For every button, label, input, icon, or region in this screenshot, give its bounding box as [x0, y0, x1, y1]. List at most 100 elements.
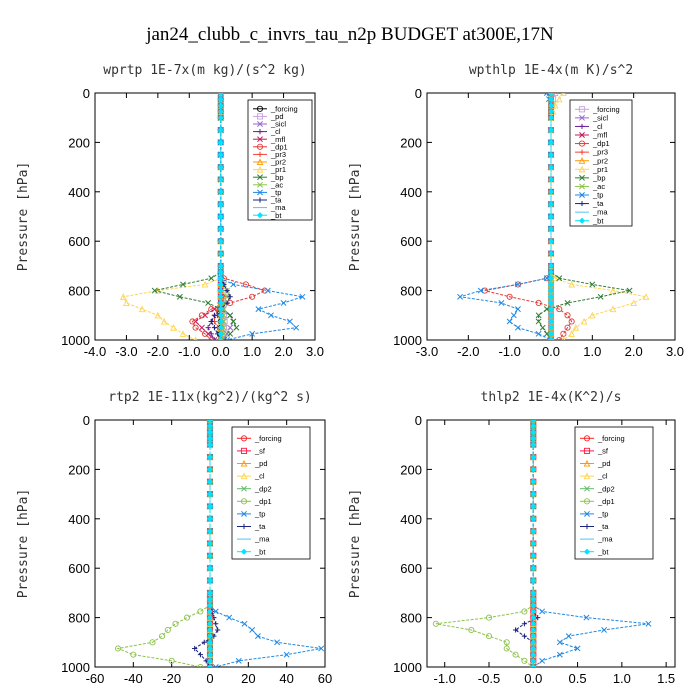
- x-tick-label: -2.0: [147, 344, 169, 359]
- data-point-mfl: [211, 337, 218, 340]
- legend-entry-tp: _tp: [592, 191, 603, 200]
- legend-marker: [584, 510, 590, 517]
- y-axis-label: Pressure [hPa]: [16, 489, 31, 599]
- data-point-bp: [176, 293, 183, 300]
- data-point-bt: [530, 577, 537, 584]
- legend-entry-bp: _bp: [270, 173, 284, 182]
- data-point-bt: [547, 164, 555, 171]
- data-point-tp: [548, 337, 554, 340]
- data-point-tp: [241, 620, 248, 627]
- data-point-bt: [547, 318, 555, 325]
- data-point-bt: [547, 287, 555, 294]
- x-tick-label: 3.0: [306, 344, 324, 359]
- x-tick-label: 60: [318, 671, 332, 686]
- data-point-bt: [547, 275, 555, 282]
- data-point-dp1: [512, 651, 519, 658]
- data-point-pr1: [560, 93, 567, 97]
- data-point-bt: [530, 466, 537, 473]
- legend-entry-ac: _ac: [592, 182, 605, 191]
- legend-marker: [257, 121, 263, 127]
- data-point-dp1: [564, 324, 571, 331]
- data-point-tp: [283, 651, 290, 658]
- legend-marker: [578, 217, 586, 224]
- data-point-bt: [547, 299, 555, 306]
- data-point-tp: [556, 639, 563, 646]
- data-point-dp1: [159, 633, 166, 640]
- data-point-bt: [530, 614, 537, 621]
- data-point-bt: [206, 435, 214, 442]
- data-point-bp: [233, 324, 240, 331]
- legend-marker: [579, 123, 585, 130]
- x-tick-label: 0: [206, 671, 213, 686]
- legend-marker: [257, 129, 263, 135]
- data-point-bt: [547, 293, 555, 300]
- data-point-bt: [206, 515, 214, 522]
- y-tick-label: 200: [400, 462, 422, 477]
- data-point-bt: [206, 552, 214, 559]
- legend-entry-ac: _ac: [270, 180, 283, 189]
- legend-marker: [241, 510, 247, 517]
- data-point-bt: [547, 188, 555, 195]
- data-point-tp: [645, 620, 652, 627]
- data-point-pr1: [170, 324, 177, 331]
- y-axis-label: Pressure [hPa]: [16, 162, 31, 272]
- data-point-bt: [547, 225, 555, 232]
- data-point-mfl: [202, 312, 208, 319]
- legend-marker: [583, 498, 591, 505]
- x-tick-label: -60: [86, 671, 105, 686]
- legend-marker: [240, 548, 248, 555]
- data-point-tp: [543, 275, 550, 282]
- legend: _forcing _sf _pd _cl _dp2 _dp1 _tp _ta _ma _bt: [231, 426, 311, 560]
- legend-entry-dp1: _dp1: [270, 142, 288, 151]
- data-point-bt: [217, 188, 224, 195]
- data-point-pr1: [201, 280, 209, 288]
- legend-entry-bt: _bt: [597, 547, 609, 556]
- data-point-dp1: [521, 608, 528, 615]
- legend-entry-sicl: _sicl: [592, 113, 608, 122]
- y-tick-label: 200: [400, 135, 422, 150]
- data-point-bt: [206, 633, 214, 640]
- legend-entry-cl: _cl: [254, 472, 265, 481]
- data-point-bt: [547, 176, 555, 183]
- x-tick-label: 1.0: [243, 344, 261, 359]
- data-point-bt: [217, 287, 224, 294]
- data-point-bt: [530, 589, 537, 596]
- data-point-bt: [206, 614, 214, 621]
- data-point-bt: [217, 269, 224, 276]
- data-point-mfl: [205, 330, 212, 337]
- data-point-dp1: [130, 651, 137, 658]
- x-tick-label: 0.0: [524, 671, 542, 686]
- data-point-ta: [213, 621, 219, 627]
- data-point-bt: [547, 269, 555, 276]
- x-tick-label: 2.0: [275, 344, 293, 359]
- data-point-bt: [206, 540, 214, 547]
- series-line-dp1: [484, 93, 573, 340]
- data-point-bt: [206, 645, 214, 652]
- data-point-bt: [547, 306, 555, 313]
- data-point-dp1: [192, 324, 199, 331]
- data-point-bt: [530, 435, 537, 442]
- data-point-bt: [547, 262, 555, 269]
- data-point-bt: [217, 299, 224, 306]
- legend-marker: [583, 548, 591, 555]
- legend-entry-pr3: _pr3: [270, 150, 286, 159]
- data-point-dp1: [149, 639, 156, 646]
- data-point-bp: [180, 281, 186, 288]
- data-point-dp1: [183, 614, 191, 621]
- legend: _forcing_sicl_cl_mfl_dp1_pr3_pr2_pr1_bp_…: [569, 99, 633, 227]
- data-point-cl: [208, 331, 214, 337]
- data-point-bt: [530, 657, 537, 664]
- data-point-tp: [530, 420, 537, 423]
- y-tick-label: 1000: [61, 333, 90, 348]
- legend-entry-ma: _ma: [270, 203, 286, 212]
- data-point-pr1: [119, 293, 127, 300]
- data-point-bt: [217, 225, 224, 232]
- legend-entry-ma: _ma: [597, 535, 613, 544]
- data-point-pr1: [123, 299, 130, 306]
- legend-entry-pr2: _pr2: [270, 158, 286, 167]
- data-point-bt: [206, 663, 214, 667]
- legend-marker: [257, 197, 263, 203]
- data-point-bt: [530, 552, 537, 559]
- legend-marker: [583, 447, 591, 454]
- data-point-dp1: [514, 281, 521, 288]
